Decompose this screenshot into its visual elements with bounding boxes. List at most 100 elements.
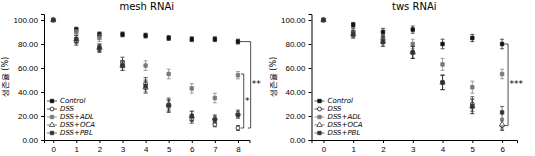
tick: 2	[98, 140, 103, 154]
error-bar-cap	[381, 46, 385, 47]
error-bar-cap	[213, 123, 217, 124]
error-bar	[500, 106, 504, 118]
tick-mark	[309, 140, 312, 141]
point	[381, 30, 384, 33]
error-bar-cap	[500, 48, 504, 49]
legend-label: DSS+OCA	[328, 121, 363, 129]
tick-mark	[238, 140, 239, 143]
error-bar-cap	[381, 34, 385, 35]
error-bar-cap	[441, 75, 445, 76]
tick-label: 0.00	[290, 136, 306, 145]
error-bar-cap	[121, 70, 125, 71]
tick-label: 40.00	[18, 88, 39, 97]
error-bar	[97, 34, 101, 41]
tick-label: 7	[213, 145, 218, 154]
error-bar-cap	[74, 42, 78, 43]
error-bar-cap	[411, 58, 415, 59]
tick-mark	[353, 140, 354, 143]
error-bar-cap	[411, 58, 415, 59]
tick: 20.00	[285, 112, 311, 121]
error-bar-cap	[500, 119, 504, 120]
error-bar-cap	[121, 60, 125, 61]
axis-line	[309, 15, 313, 141]
tick-mark	[123, 140, 124, 143]
tick-mark	[192, 140, 193, 143]
error-bar-cap	[441, 39, 445, 40]
point	[351, 33, 354, 36]
point	[143, 84, 148, 89]
tick-mark	[41, 116, 44, 117]
annotation: *	[245, 96, 250, 106]
legend-marker	[318, 131, 321, 134]
error-bar-cap	[381, 28, 385, 29]
x-axis: 012345678	[45, 140, 251, 154]
error-bar-cap	[470, 41, 474, 42]
tick-label: 40.00	[285, 88, 306, 97]
point	[500, 72, 503, 75]
error-bar	[351, 31, 355, 38]
tick-mark	[41, 44, 44, 45]
error-bar-cap	[441, 89, 445, 90]
point	[52, 18, 55, 21]
error-bar-cap	[411, 46, 415, 47]
point	[236, 73, 239, 76]
error-bar	[74, 30, 78, 35]
tick: 60.00	[285, 64, 311, 73]
tick: 1	[351, 140, 356, 154]
error-bar	[97, 44, 101, 51]
legend-item: DSS+ADL	[315, 113, 362, 121]
point	[167, 72, 170, 75]
error-bar-cap	[381, 34, 385, 35]
error-bar-cap	[167, 112, 171, 113]
error-bar	[74, 36, 78, 43]
point	[190, 87, 193, 90]
point	[351, 23, 354, 26]
error-bar-cap	[470, 93, 474, 94]
error-bar-cap	[74, 42, 78, 43]
tick-mark	[41, 20, 44, 21]
tick-mark	[383, 140, 384, 143]
error-bar-cap	[441, 48, 445, 49]
tick-label: 2	[98, 145, 103, 154]
error-bar-cap	[441, 70, 445, 71]
chart: 0123456780.0020.0040.0060.0080.00100.00m…	[0, 0, 535, 156]
significance-bracket	[240, 42, 250, 128]
point	[213, 122, 217, 126]
legend-label: Control	[328, 97, 354, 105]
error-bar-cap	[236, 118, 240, 119]
error-bar-cap	[470, 99, 474, 100]
tick-label: 2	[381, 145, 386, 154]
title: mesh RNAi	[119, 1, 174, 12]
error-bar	[121, 61, 125, 71]
point	[144, 34, 147, 37]
point	[167, 103, 170, 106]
error-bar	[441, 75, 445, 89]
error-bar-cap	[167, 98, 171, 99]
point	[52, 18, 55, 21]
error-bar-cap	[500, 78, 504, 79]
point	[500, 42, 503, 45]
point	[500, 111, 503, 114]
legend-label: DSS+OCA	[60, 121, 95, 129]
legend-marker	[50, 131, 53, 134]
point	[75, 30, 78, 33]
tick-label: 4	[441, 145, 446, 154]
tick: 3	[411, 140, 416, 154]
error-bar	[411, 46, 415, 58]
panel: 01234560.0020.0040.0060.0080.00100.00tws…	[269, 1, 524, 154]
error-bar-cap	[441, 89, 445, 90]
series	[321, 18, 504, 49]
error-bar-cap	[213, 102, 217, 103]
tick-label: 1	[351, 145, 356, 154]
point	[236, 113, 239, 116]
error-bar-cap	[236, 111, 240, 112]
tick-mark	[41, 140, 44, 141]
error-bar-cap	[213, 93, 217, 94]
error-bar	[351, 31, 355, 38]
tick-mark	[215, 140, 216, 143]
tick: 0.00	[22, 136, 44, 145]
error-bar-cap	[190, 120, 194, 121]
tick-mark	[309, 92, 312, 93]
error-bar-cap	[351, 38, 355, 39]
error-bar-cap	[144, 93, 148, 94]
